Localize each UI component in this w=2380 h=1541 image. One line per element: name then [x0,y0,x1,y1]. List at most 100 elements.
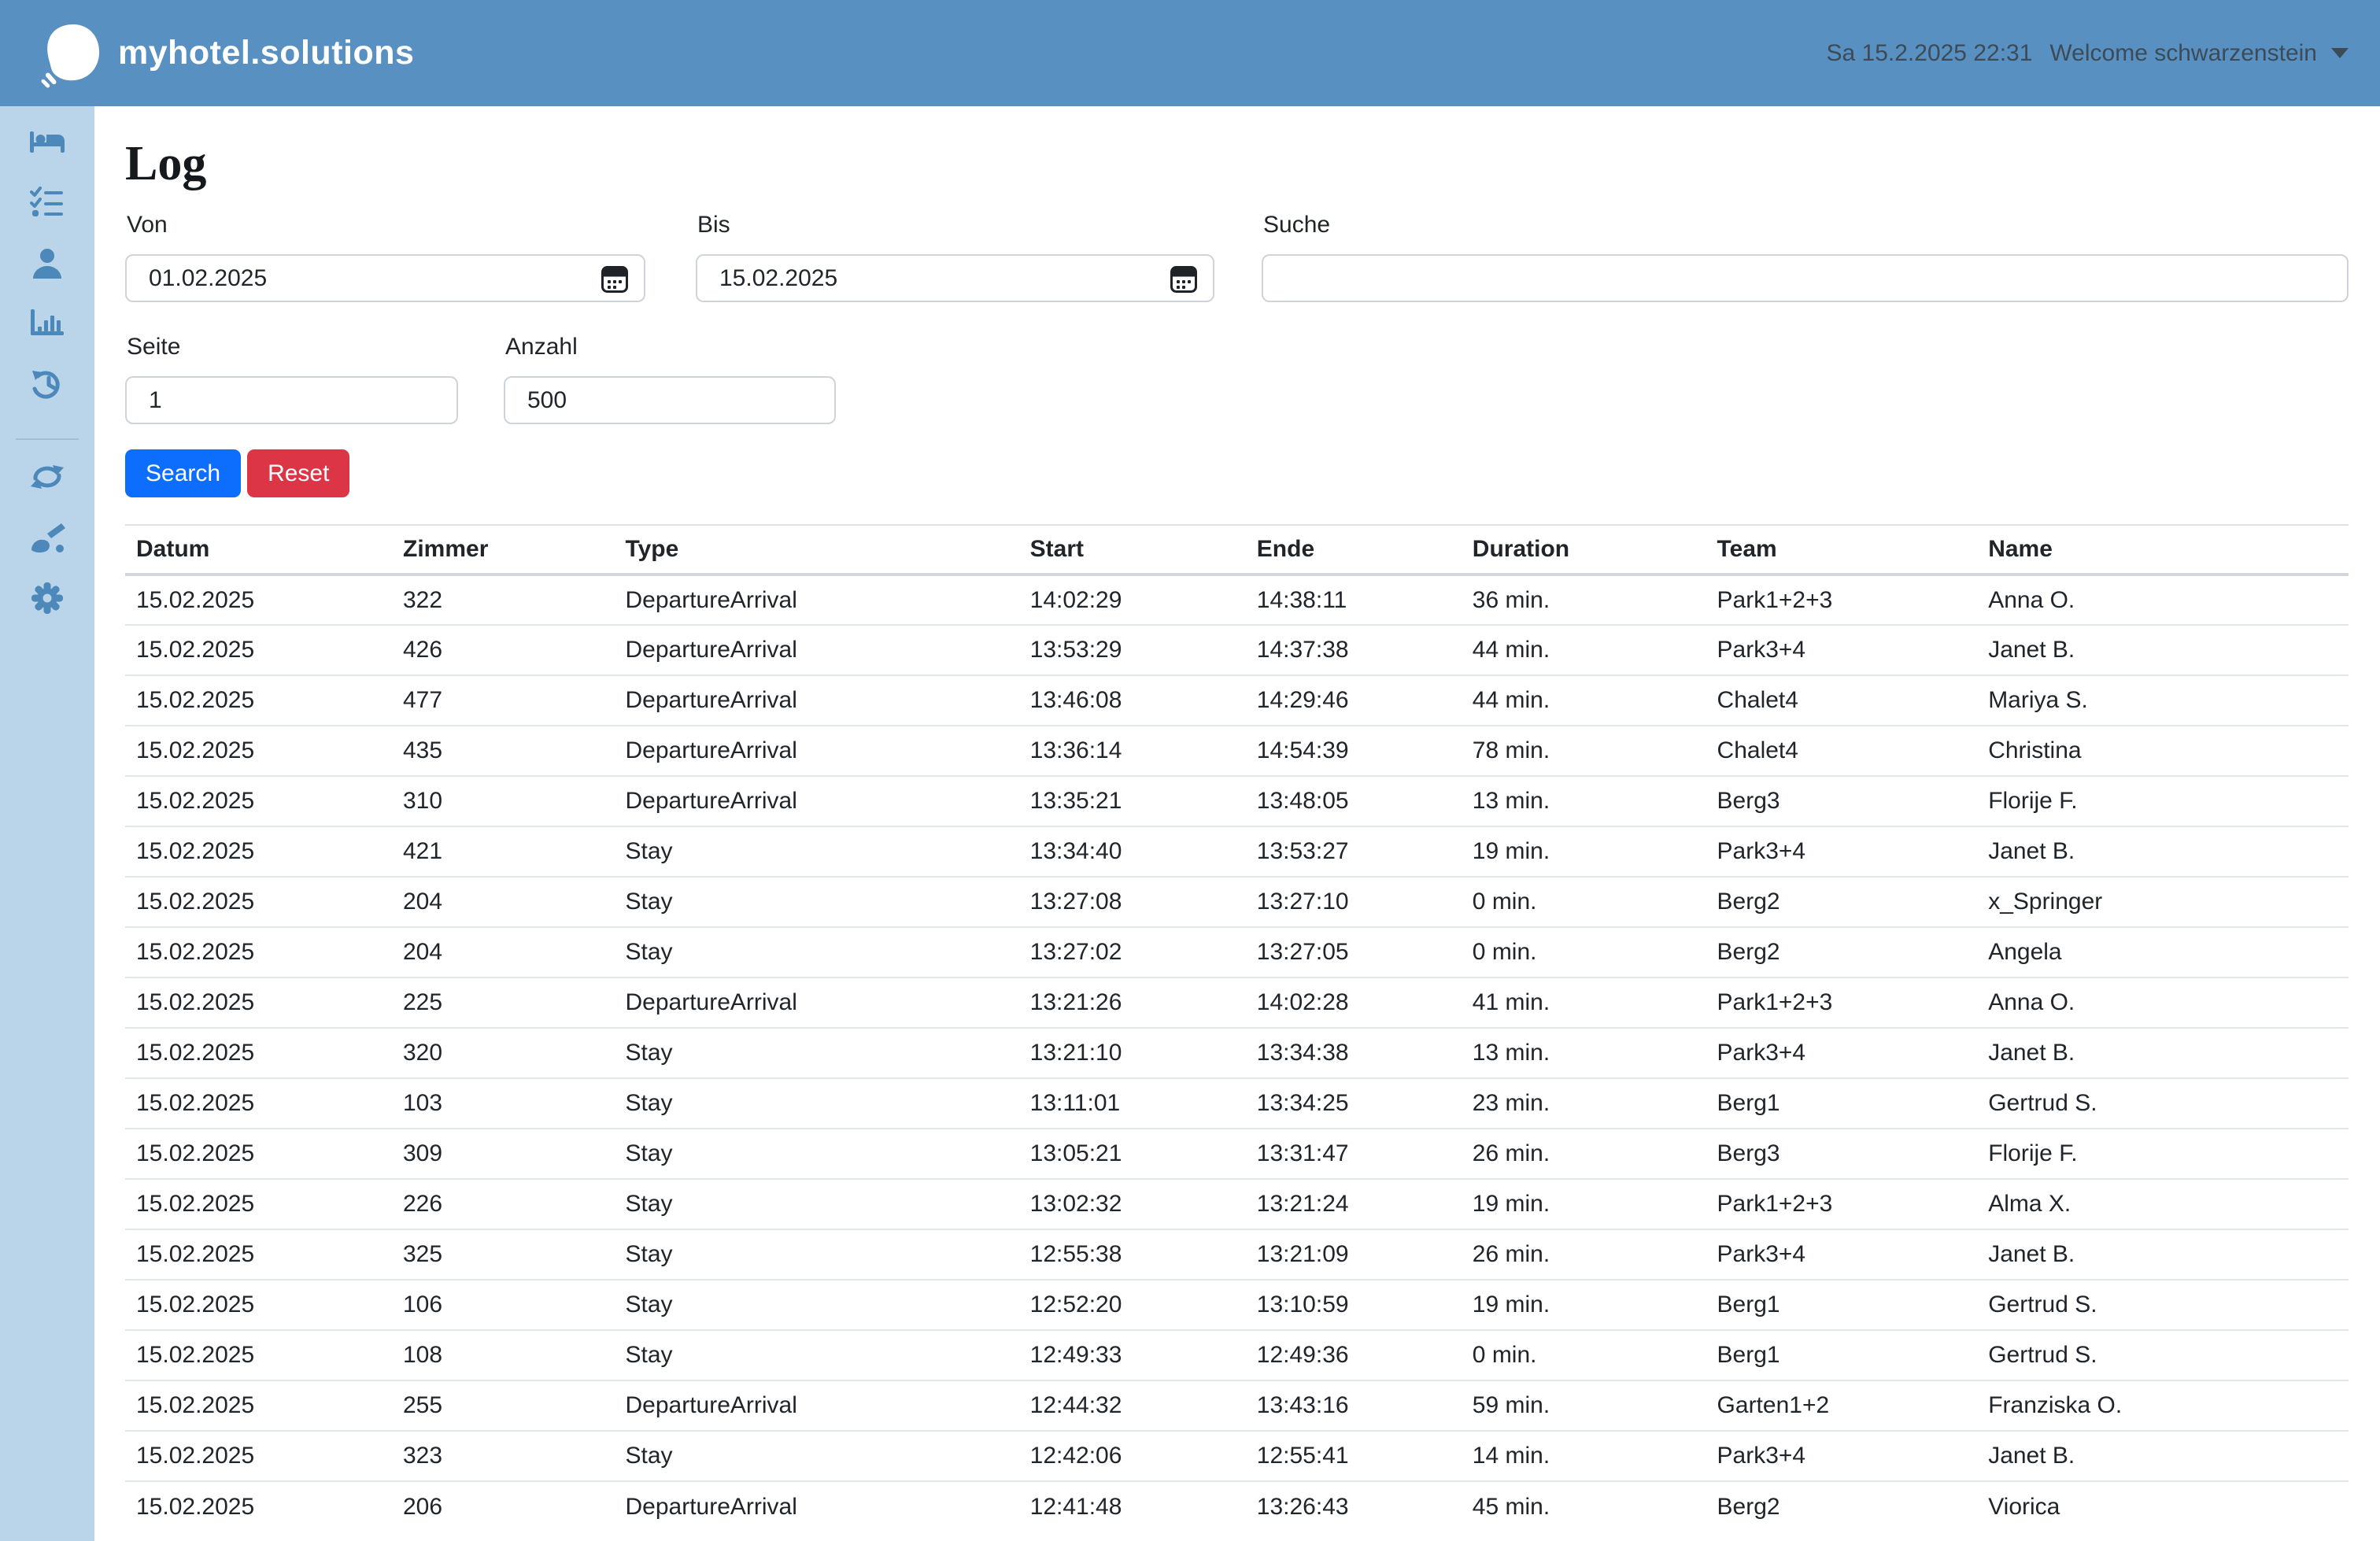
table-cell: 15.02.2025 [125,674,392,726]
table-cell: 12:44:32 [1018,1380,1246,1431]
reset-button[interactable]: Reset [247,449,350,497]
table-cell: Florije F. [1977,775,2349,826]
search-button[interactable]: Search [125,449,242,497]
table-cell: 78 min. [1461,725,1706,776]
table-cell: Janet B. [1977,1430,2349,1481]
table-cell: Janet B. [1977,1027,2349,1078]
search-text-input[interactable] [1262,254,2349,302]
table-cell: Gertrud S. [1977,1279,2349,1330]
table-row: 15.02.2025 204 Stay 13:27:08 13:27:10 0 min. B… [125,876,2349,927]
brand[interactable]: myhotel.solutions [41,15,414,92]
table-cell: 26 min. [1461,1229,1706,1280]
table-cell: 204 [392,926,615,977]
table-cell: 14:29:46 [1245,674,1462,726]
table-cell: 14:37:38 [1245,624,1462,675]
history-icon [32,371,60,399]
table-cell: Garten1+2 [1706,1380,1978,1431]
table-cell: 12:55:41 [1245,1430,1462,1481]
sidebar-item-users[interactable] [28,247,66,279]
current-datetime: Sa 15.2.2025 22:31 [1826,39,2033,66]
table-cell: 0 min. [1461,926,1706,977]
table-cell: 13:27:10 [1245,876,1462,927]
table-cell: 477 [392,674,615,726]
table-cell: Viorica [1977,1480,2349,1532]
table-cell: 255 [392,1380,615,1431]
table-cell: 13:35:21 [1018,775,1246,826]
table-cell: 14:02:28 [1245,977,1462,1028]
table-cell: 13:27:05 [1245,926,1462,977]
table-cell: Park3+4 [1706,1027,1978,1078]
sidebar-item-tasks[interactable] [28,187,66,218]
user-icon [33,249,61,279]
table-cell: 13:46:08 [1018,674,1246,726]
sidebar-item-settings[interactable] [28,582,66,614]
sidebar-item-sync[interactable] [28,461,66,493]
table-cell: Stay [614,1077,1019,1129]
table-cell: 13:05:21 [1018,1128,1246,1179]
table-cell: 13:36:14 [1018,725,1246,776]
table-cell: 12:49:33 [1018,1329,1246,1380]
table-cell: 44 min. [1461,624,1706,675]
table-cell: 15.02.2025 [125,977,392,1028]
table-cell: 36 min. [1472,586,1550,613]
table-cell: 23 min. [1461,1077,1706,1129]
table-cell: Janet B. [1977,826,2349,877]
bis-label: Bis [697,212,730,238]
table-cell: 15.02.2025 [125,1430,392,1481]
column-header-ende: Ende [1245,524,1462,576]
table-cell: DepartureArrival [625,586,797,613]
table-cell: Stay [614,1027,1019,1078]
table-cell: DepartureArrival [614,1480,1019,1532]
table-row: 15.02.2025 421 Stay 13:34:40 13:53:27 19 min.… [125,826,2349,877]
page-number-input[interactable] [125,376,458,424]
table-cell: 204 [392,876,615,927]
bar-chart-icon [31,309,64,335]
table-cell: 12:42:06 [1018,1430,1246,1481]
sidebar-nav [0,106,94,1541]
column-header-duration: Duration [1461,524,1706,576]
sidebar-item-statistics[interactable] [28,308,66,339]
table-cell: DepartureArrival [614,775,1019,826]
table-cell: 15.02.2025 [125,1077,392,1129]
table-cell: 13:21:24 [1245,1178,1462,1229]
table-cell: 106 [392,1279,615,1330]
sidebar-item-rooms[interactable] [28,126,66,157]
table-row: 15.02.2025 103 Stay 13:11:01 13:34:25 23 min.… [125,1077,2349,1129]
table-cell: 44 min. [1461,674,1706,726]
sidebar-item-cleaning[interactable] [28,522,66,553]
table-cell: DepartureArrival [614,725,1019,776]
von-date-input[interactable] [125,254,645,302]
result-count-input[interactable] [504,376,836,424]
table-cell: Park3+4 [1706,1430,1978,1481]
calendar-icon[interactable] [600,263,630,294]
table-cell: 15.02.2025 [125,1480,392,1532]
table-cell: 15.02.2025 [136,586,255,613]
table-cell: 13:21:26 [1018,977,1246,1028]
table-cell: Gertrud S. [1977,1329,2349,1380]
column-header-start: Start [1018,524,1246,576]
table-cell: DepartureArrival [614,977,1019,1028]
table-cell: 26 min. [1461,1128,1706,1179]
log-table-body: 15.02.2025 322 DepartureArrival 14:02:29 14:… [125,575,2349,1532]
chevron-down-icon[interactable] [2331,48,2349,58]
top-header-bar: myhotel.solutions Sa 15.2.2025 22:31 Wel… [0,0,2380,106]
table-cell: Stay [614,1329,1019,1380]
table-cell: Berg2 [1706,926,1978,977]
table-cell: 13:21:10 [1018,1027,1246,1078]
table-cell: 320 [392,1027,615,1078]
welcome-user-menu[interactable]: Welcome schwarzenstein [2049,39,2317,66]
table-cell: Gertrud S. [1977,1077,2349,1129]
table-row: 15.02.2025 108 Stay 12:49:33 12:49:36 0 min. B… [125,1329,2349,1380]
table-cell: 15.02.2025 [125,775,392,826]
table-cell: 12:49:36 [1245,1329,1462,1380]
table-row: 15.02.2025 106 Stay 12:52:20 13:10:59 19 min.… [125,1279,2349,1330]
bed-icon [30,131,65,153]
table-cell: 13:34:40 [1018,826,1246,877]
table-cell: 12:52:20 [1018,1279,1246,1330]
table-cell: 325 [392,1229,615,1280]
table-cell: 14 min. [1461,1430,1706,1481]
table-cell: 15.02.2025 [125,826,392,877]
bis-date-input[interactable] [696,254,1214,302]
sidebar-item-history[interactable] [28,368,66,400]
calendar-icon[interactable] [1169,263,1199,294]
